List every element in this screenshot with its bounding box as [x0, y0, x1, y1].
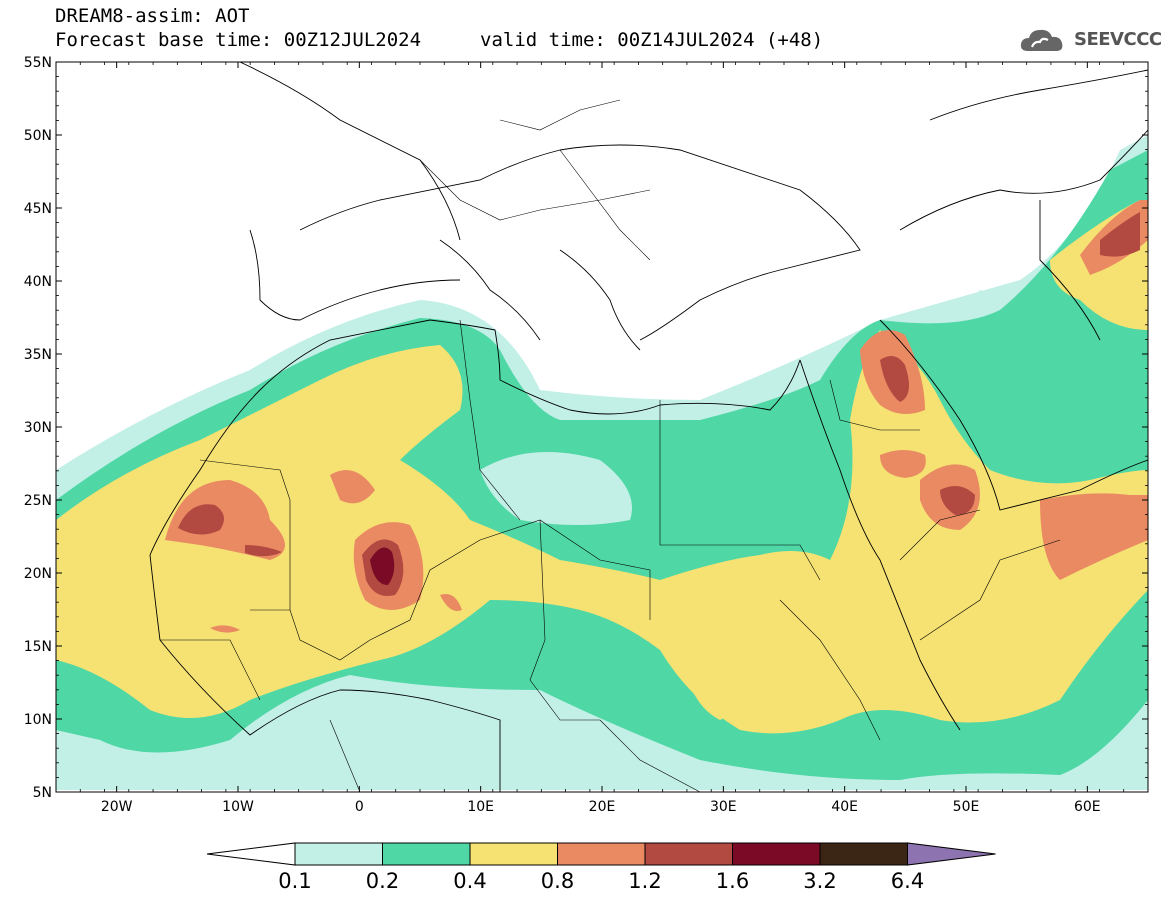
- lat-label: 5N: [33, 785, 52, 801]
- lon-label: 20E: [589, 799, 616, 815]
- colorbar-tick-label: 6.4: [891, 869, 924, 893]
- lon-label: 10E: [467, 799, 494, 815]
- aot-band-1.2: [178, 212, 1140, 596]
- colorbar-segment: [382, 842, 471, 866]
- forecast-base-time: Forecast base time: 00Z12JUL2024: [55, 29, 422, 51]
- colorbar-segment: [294, 842, 383, 866]
- colorbar-tick-label: 0.2: [366, 869, 399, 893]
- coastlines: [149, 62, 1148, 792]
- lon-label: 40E: [831, 799, 858, 815]
- lat-label: 20N: [24, 566, 52, 582]
- seevccc-logo: SEEVCCC: [1018, 25, 1162, 55]
- lat-label: 35N: [24, 347, 52, 363]
- colorbar-tick-label: 1.2: [628, 869, 661, 893]
- colorbar-segment: [644, 842, 733, 866]
- colorbar-segment: [732, 842, 821, 866]
- lat-label: 40N: [24, 274, 52, 290]
- colorbar-over-arrow: [907, 842, 996, 866]
- colorbar-under-arrow: [206, 842, 296, 866]
- cloud-icon: [1020, 29, 1063, 51]
- aot-band-1.6: [370, 547, 395, 585]
- lon-label: 60E: [1074, 799, 1101, 815]
- lon-label: 10W: [222, 799, 254, 815]
- colorbar-tick-label: 1.6: [716, 869, 749, 893]
- lat-label: 45N: [24, 201, 52, 217]
- lon-label: 20W: [101, 799, 133, 815]
- chart-title: DREAM8-assim: AOT: [55, 5, 250, 27]
- colorbar-tick-label: 3.2: [803, 869, 836, 893]
- latitude-axis: 55N 50N 45N 40N 35N 30N 25N 20N 15N 10N 5N: [24, 55, 1148, 801]
- lon-label: 30E: [710, 799, 737, 815]
- lat-label: 25N: [24, 493, 52, 509]
- colorbar-tick-label: 0.4: [453, 869, 486, 893]
- valid-time: valid time: 00Z14JUL2024 (+48): [480, 29, 824, 51]
- colorbar-segment: [557, 842, 646, 866]
- colorbar: 0.1 0.2 0.4 0.8 1.2 1.6 3.2 6.4: [206, 842, 996, 893]
- colorbar-tick-label: 0.8: [541, 869, 574, 893]
- lat-label: 15N: [24, 639, 52, 655]
- country-borders: [160, 99, 1061, 792]
- colorbar-segment: [819, 842, 908, 866]
- lat-label: 55N: [24, 55, 52, 71]
- lat-label: 10N: [24, 712, 52, 728]
- logo-text: SEEVCCC: [1074, 29, 1162, 50]
- longitude-axis: 20W 10W 0 10E 20E 30E 40E 50E 60E: [55, 62, 1149, 815]
- lon-label: 0: [355, 799, 364, 815]
- colorbar-segment: [469, 842, 558, 866]
- colorbar-tick-label: 0.1: [278, 869, 311, 893]
- lon-label: 50E: [953, 799, 980, 815]
- aot-field: [56, 62, 1148, 792]
- lat-label: 50N: [24, 128, 52, 144]
- lat-label: 30N: [24, 420, 52, 436]
